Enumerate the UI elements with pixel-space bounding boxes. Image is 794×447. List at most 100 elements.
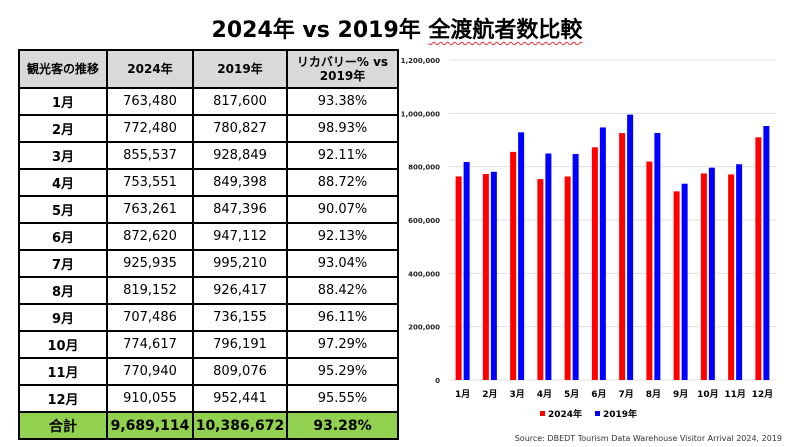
value-2024-cell: 763,480 (106, 87, 194, 116)
month-cell: 11月 (18, 357, 108, 386)
recovery-cell: 90.07% (286, 195, 399, 224)
y-tick-label: 800,000 (408, 164, 440, 172)
month-cell: 6月 (18, 222, 108, 251)
value-2019-cell: 952,441 (192, 384, 288, 413)
month-cell: 8月 (18, 276, 108, 305)
y-tick-label: 200,000 (408, 324, 440, 332)
legend-swatch (595, 411, 600, 416)
value-2024-cell: 770,940 (106, 357, 194, 386)
legend-swatch (540, 411, 545, 416)
recovery-cell: 93.38% (286, 87, 399, 116)
bar-2019年-5月 (572, 154, 579, 380)
bar-2024年-3月 (510, 151, 517, 380)
bar-2019年-10月 (708, 167, 715, 380)
bar-2019年-11月 (736, 164, 743, 380)
value-2019-cell: 809,076 (192, 357, 288, 386)
x-tick-label: 12月 (752, 389, 774, 400)
header-2024: 2024年 (106, 49, 194, 89)
recovery-cell: 95.55% (286, 384, 399, 413)
table-row: 9月 707,486 736,155 96.11% (18, 303, 399, 332)
value-2019-cell: 995,210 (192, 249, 288, 278)
table-row: 11月 770,940 809,076 95.29% (18, 357, 399, 386)
value-2019-cell: 849,398 (192, 168, 288, 197)
table-row: 6月 872,620 947,112 92.13% (18, 222, 399, 251)
legend-label: 2024年 (548, 408, 582, 420)
bar-2024年-11月 (728, 174, 735, 380)
bar-2024年-12月 (755, 137, 762, 380)
title-underlined: 全渡航者数比較 (428, 18, 583, 43)
bar-2019年-3月 (518, 132, 525, 380)
bar-2024年-2月 (482, 174, 489, 380)
table-row: 5月 763,261 847,396 90.07% (18, 195, 399, 224)
header-2019: 2019年 (192, 49, 288, 89)
x-tick-label: 9月 (673, 389, 688, 400)
bar-2024年-9月 (673, 191, 680, 380)
x-tick-label: 5月 (564, 389, 579, 400)
x-tick-label: 2月 (482, 389, 497, 400)
value-2019-cell: 780,827 (192, 114, 288, 143)
recovery-cell: 95.29% (286, 357, 399, 386)
value-2024-cell: 872,620 (106, 222, 194, 251)
value-2024-cell: 925,935 (106, 249, 194, 278)
recovery-cell: 88.42% (286, 276, 399, 305)
table-row: 7月 925,935 995,210 93.04% (18, 249, 399, 278)
bar-chart: 0 200,000 400,000 600,000 800,000 1,000,000 1,… (401, 57, 776, 420)
x-tick-label: 11月 (724, 389, 746, 400)
table-row: 1月 763,480 817,600 93.38% (18, 87, 399, 116)
bar-2024年-6月 (591, 147, 598, 380)
x-tick-label: 10月 (697, 389, 719, 400)
header-recovery: リカバリー% vs 2019年 (286, 49, 399, 89)
bar-2024年-10月 (700, 173, 707, 380)
y-tick-label: 400,000 (408, 270, 440, 278)
total-recovery: 93.28% (286, 411, 399, 440)
month-cell: 2月 (18, 114, 108, 143)
value-2019-cell: 847,396 (192, 195, 288, 224)
bar-2019年-12月 (763, 126, 770, 380)
table-row: 12月 910,055 952,441 95.55% (18, 384, 399, 413)
month-cell: 10月 (18, 330, 108, 359)
bar-2019年-8月 (654, 132, 661, 380)
bar-2019年-2月 (490, 171, 497, 380)
value-2024-cell: 763,261 (106, 195, 194, 224)
value-2019-cell: 928,849 (192, 141, 288, 170)
legend-label: 2019年 (603, 408, 637, 420)
recovery-cell: 92.13% (286, 222, 399, 251)
bar-2024年-7月 (619, 133, 626, 380)
bar-2024年-5月 (564, 176, 571, 380)
month-cell: 3月 (18, 141, 108, 170)
recovery-cell: 93.04% (286, 249, 399, 278)
recovery-cell: 97.29% (286, 330, 399, 359)
value-2019-cell: 926,417 (192, 276, 288, 305)
bar-2024年-4月 (537, 179, 544, 380)
table-row: 4月 753,551 849,398 88.72% (18, 168, 399, 197)
table-row: 2月 772,480 780,827 98.93% (18, 114, 399, 143)
value-2019-cell: 947,112 (192, 222, 288, 251)
value-2019-cell: 796,191 (192, 330, 288, 359)
month-cell: 12月 (18, 384, 108, 413)
table-row: 10月 774,617 796,191 97.29% (18, 330, 399, 359)
value-2024-cell: 772,480 (106, 114, 194, 143)
value-2024-cell: 707,486 (106, 303, 194, 332)
x-tick-label: 8月 (646, 389, 661, 400)
page-title: 2024年 vs 2019年 全渡航者数比較 (0, 12, 794, 44)
value-2024-cell: 910,055 (106, 384, 194, 413)
x-tick-label: 1月 (455, 389, 470, 400)
bar-2019年-9月 (681, 183, 688, 380)
total-row: 合計 9,689,114 10,386,672 93.28% (18, 411, 399, 440)
month-cell: 1月 (18, 87, 108, 116)
table-row: 3月 855,537 928,849 92.11% (18, 141, 399, 170)
y-tick-label: 1,000,000 (401, 110, 441, 118)
bar-2019年-1月 (463, 161, 470, 380)
value-2019-cell: 736,155 (192, 303, 288, 332)
month-cell: 4月 (18, 168, 108, 197)
value-2024-cell: 774,617 (106, 330, 194, 359)
value-2019-cell: 817,600 (192, 87, 288, 116)
y-tick-label: 1,200,000 (401, 57, 441, 65)
recovery-cell: 96.11% (286, 303, 399, 332)
x-tick-label: 6月 (591, 389, 606, 400)
x-tick-label: 7月 (618, 389, 633, 400)
table-row: 8月 819,152 926,417 88.42% (18, 276, 399, 305)
bar-2024年-8月 (646, 161, 653, 380)
x-tick-label: 3月 (509, 389, 524, 400)
bar-2019年-7月 (627, 114, 634, 381)
